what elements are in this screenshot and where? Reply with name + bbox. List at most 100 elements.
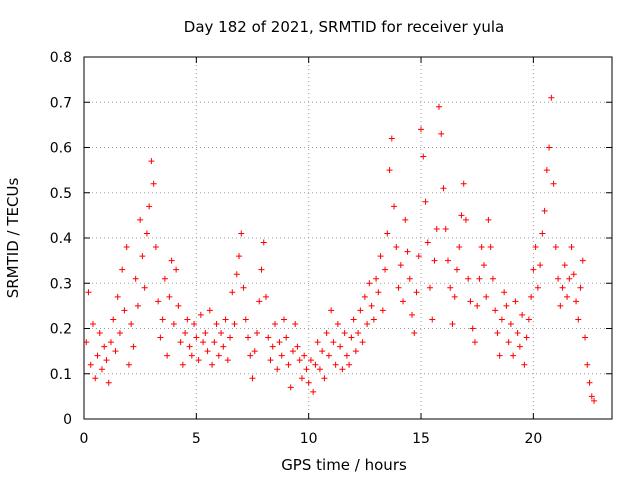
data-point-marker <box>355 330 362 337</box>
data-point-marker <box>366 280 373 287</box>
data-point-marker <box>305 379 312 386</box>
data-point-marker <box>559 284 566 291</box>
data-point-marker <box>525 316 532 323</box>
data-point-marker <box>483 293 490 300</box>
data-point-marker <box>209 361 216 368</box>
chart-title: Day 182 of 2021, SRMTID for receiver yul… <box>184 18 504 36</box>
data-point-marker <box>274 366 281 373</box>
data-point-marker <box>101 343 108 350</box>
data-point-marker <box>213 320 220 327</box>
data-point-marker <box>564 293 571 300</box>
data-point-marker <box>191 320 198 327</box>
data-point-marker <box>85 289 92 296</box>
data-point-marker <box>440 185 447 192</box>
data-point-marker <box>267 357 274 364</box>
data-point-marker <box>411 330 418 337</box>
y-tick-label: 0.5 <box>50 186 72 202</box>
data-point-marker <box>555 275 562 282</box>
data-point-marker <box>121 307 128 314</box>
data-point-marker <box>105 379 112 386</box>
data-point-marker <box>116 330 123 337</box>
data-point-marker <box>521 361 528 368</box>
data-point-marker <box>294 343 301 350</box>
axis-ticks: 0 0.1 0.2 0.3 0.4 0.5 0.6 0.7 0.8 0 5 10 15 20 <box>50 50 612 447</box>
data-point-marker <box>489 275 496 282</box>
y-tick-label: 0.4 <box>50 231 72 247</box>
data-point-marker <box>418 126 425 133</box>
data-point-marker <box>498 316 505 323</box>
data-point-marker <box>379 307 386 314</box>
data-point-marker <box>224 357 231 364</box>
data-point-marker <box>503 302 510 309</box>
data-point-marker <box>586 379 593 386</box>
data-point-marker <box>422 198 429 205</box>
data-point-marker <box>119 266 126 273</box>
data-point-marker <box>128 320 135 327</box>
data-point-marker <box>447 284 454 291</box>
data-point-marker <box>579 257 586 264</box>
data-point-marker <box>510 352 517 359</box>
data-point-marker <box>584 361 591 368</box>
data-point-marker <box>442 225 449 232</box>
data-point-marker <box>130 343 137 350</box>
data-point-marker <box>573 298 580 305</box>
data-point-marker <box>501 289 508 296</box>
data-point-marker <box>334 320 341 327</box>
data-point-marker <box>435 103 442 110</box>
data-point-marker <box>164 352 171 359</box>
data-point-marker <box>220 343 227 350</box>
data-point-marker <box>141 284 148 291</box>
data-point-marker <box>195 357 202 364</box>
data-point-marker <box>591 397 598 404</box>
data-point-marker <box>393 244 400 251</box>
data-point-marker <box>413 289 420 296</box>
data-point-marker <box>546 144 553 151</box>
data-point-marker <box>530 266 537 273</box>
data-point-marker <box>541 207 548 214</box>
data-point-marker <box>582 334 589 341</box>
grid-lines <box>84 57 612 419</box>
data-point-marker <box>409 311 416 318</box>
data-point-marker <box>96 330 103 337</box>
data-point-marker <box>476 275 483 282</box>
data-point-marker <box>474 302 481 309</box>
data-point-marker <box>375 289 382 296</box>
data-point-marker <box>512 298 519 305</box>
data-point-marker <box>453 266 460 273</box>
data-point-marker <box>478 244 485 251</box>
data-point-marker <box>276 339 283 346</box>
data-point-marker <box>256 298 263 305</box>
data-point-marker <box>202 330 209 337</box>
data-point-marker <box>285 361 292 368</box>
x-tick-label: 20 <box>524 431 542 447</box>
data-point-marker <box>543 167 550 174</box>
data-point-marker <box>514 330 521 337</box>
y-tick-label: 0.8 <box>50 50 72 66</box>
data-point-marker <box>204 348 211 355</box>
data-point-marker <box>157 334 164 341</box>
data-point-marker <box>429 316 436 323</box>
data-point-marker <box>460 180 467 187</box>
data-point-marker <box>215 352 222 359</box>
data-point-marker <box>552 244 559 251</box>
data-point-marker <box>415 253 422 260</box>
data-point-marker <box>384 230 391 237</box>
y-tick-label: 0.7 <box>50 95 72 111</box>
y-tick-label: 0.6 <box>50 141 72 157</box>
data-point-marker <box>231 320 238 327</box>
data-point-marker <box>534 284 541 291</box>
data-point-marker <box>487 244 494 251</box>
data-point-marker <box>98 366 105 373</box>
data-point-marker <box>134 302 141 309</box>
data-point-marker <box>184 316 191 323</box>
data-point-marker <box>229 289 236 296</box>
data-point-marker <box>528 293 535 300</box>
x-axis-label: GPS time / hours <box>281 456 407 474</box>
data-point-marker <box>577 284 584 291</box>
x-tick-label: 15 <box>412 431 430 447</box>
data-point-marker <box>292 320 299 327</box>
data-point-marker <box>325 352 332 359</box>
data-point-marker <box>287 384 294 391</box>
data-point-marker <box>283 334 290 341</box>
